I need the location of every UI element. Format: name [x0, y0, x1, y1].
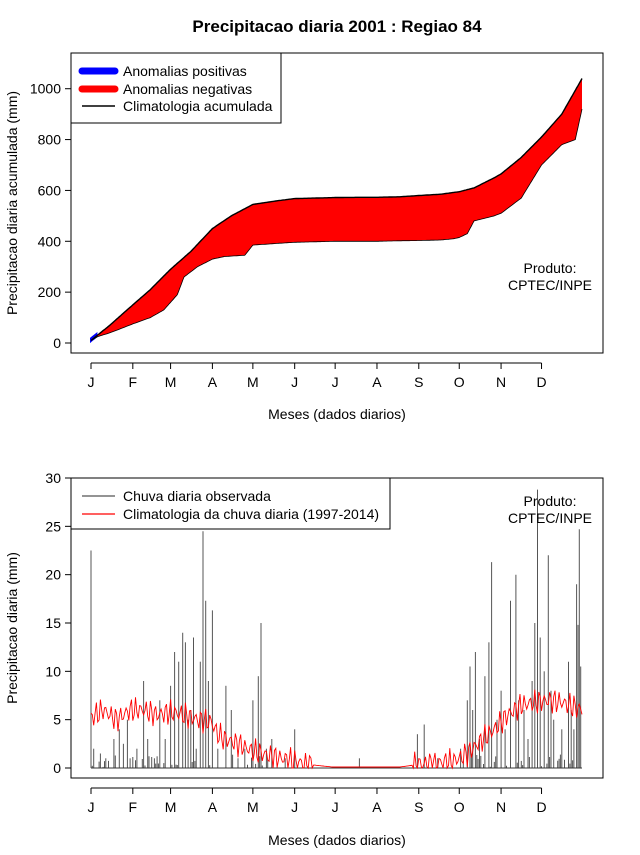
daily-ytick-label: 20 [45, 567, 61, 583]
daily-xtick-label: J [291, 799, 298, 815]
observed-cumulative-line [90, 109, 583, 341]
legend-label-clim-daily: Climatologia da chuva diaria (1997-2014) [123, 506, 379, 522]
xlabel-daily: Meses (dados diarios) [268, 832, 406, 848]
product-label-line1-cumulative: Produto: [524, 260, 577, 276]
legend-cumulative: Anomalias positivas Anomalias negativas … [70, 52, 282, 124]
cumulative-xtick-label: S [414, 374, 423, 390]
cumulative-ytick-label: 1000 [30, 81, 61, 97]
legend-label-observed: Chuva diaria observada [123, 488, 271, 504]
cumulative-xtick-label: O [454, 374, 465, 390]
daily-xtick-label: J [88, 799, 95, 815]
axes-layer: 0 200 400 600 800 1000 J F M A M J J A S O N D 0 5 10 15 20 25 3… [30, 81, 547, 815]
cumulative-xtick-label: M [247, 374, 259, 390]
ylabel-daily: Precipitacao diaria (mm) [4, 552, 20, 704]
daily-ytick-label: 10 [45, 663, 61, 679]
daily-ytick-label: 25 [45, 518, 61, 534]
cumulative-xtick-label: F [129, 374, 138, 390]
climatology-cumulative-line [90, 78, 583, 342]
legend-box-daily [70, 477, 391, 530]
cumulative-xtick-label: M [165, 374, 177, 390]
cumulative-xtick-label: A [208, 374, 218, 390]
cumulative-xtick-label: J [291, 374, 298, 390]
cumulative-xtick-label: D [536, 374, 546, 390]
daily-xtick-label: M [247, 799, 259, 815]
product-label-line1-daily: Produto: [524, 493, 577, 509]
cumulative-xtick-label: J [88, 374, 95, 390]
daily-xtick-label: A [372, 799, 382, 815]
cumulative-ytick-label: 800 [38, 132, 62, 148]
legend-label-positive: Anomalias positivas [123, 63, 247, 79]
daily-xtick-label: S [414, 799, 423, 815]
daily-xtick-label: F [129, 799, 138, 815]
cumulative-ytick-label: 200 [38, 284, 62, 300]
cumulative-xtick-label: A [372, 374, 382, 390]
daily-ytick-label: 5 [53, 712, 61, 728]
cumulative-xtick-label: J [332, 374, 339, 390]
climatology-daily-line [90, 689, 583, 770]
daily-xtick-label: N [496, 799, 506, 815]
panel-daily: Meses (dados diarios) Precipitacao diari… [4, 477, 604, 848]
cumulative-ytick-label: 0 [53, 335, 61, 351]
ylabel-cumulative: Precipitacao diaria acumulada (mm) [4, 91, 20, 315]
daily-ytick-label: 30 [45, 470, 61, 486]
panel-cumulative: Meses (dados diarios) Precipitacao diari… [4, 52, 604, 422]
cumulative-ytick-label: 600 [38, 182, 62, 198]
daily-xtick-label: D [536, 799, 546, 815]
daily-xtick-label: O [454, 799, 465, 815]
daily-xtick-label: A [208, 799, 218, 815]
daily-ytick-label: 0 [53, 760, 61, 776]
daily-bars-layer [90, 489, 583, 770]
product-label-line2-daily: CPTEC/INPE [508, 510, 592, 526]
chart-title: Precipitacao diaria 2001 : Regiao 84 [192, 17, 482, 36]
cumulative-ytick-label: 400 [38, 233, 62, 249]
legend-label-climatology: Climatologia acumulada [123, 98, 273, 114]
cumulative-xtick-label: N [496, 374, 506, 390]
legend-label-negative: Anomalias negativas [123, 81, 252, 97]
legend-daily: Chuva diaria observada Climatologia da c… [70, 477, 391, 530]
daily-ytick-label: 15 [45, 615, 61, 631]
xlabel-cumulative: Meses (dados diarios) [268, 406, 406, 422]
daily-xtick-label: M [165, 799, 177, 815]
product-label-line2-cumulative: CPTEC/INPE [508, 277, 592, 293]
daily-xtick-label: J [332, 799, 339, 815]
negative-anomaly-area [91, 78, 582, 341]
cumulative-area-layer [90, 78, 583, 344]
